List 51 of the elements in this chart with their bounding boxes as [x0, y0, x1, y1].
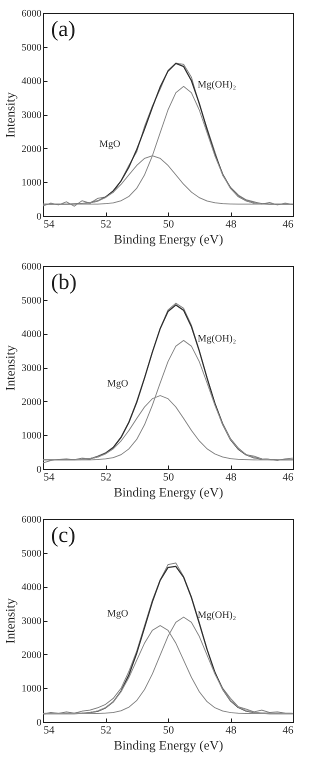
y-tick-label: 4000	[22, 76, 42, 88]
x-tick-label: 46	[282, 472, 294, 484]
y-tick-label: 3000	[22, 363, 42, 374]
y-tick-label: 5000	[22, 548, 42, 560]
y-tick-label: 5000	[22, 42, 42, 54]
y-tick-label: 5000	[22, 295, 42, 306]
y-tick-label: 0	[36, 718, 42, 728]
x-axis-title: Binding Energy (eV)	[114, 738, 224, 752]
text: MgO	[107, 608, 128, 620]
x-tick-label: 48	[226, 218, 237, 230]
x-tick-label: 54	[44, 724, 55, 736]
y-axis-title: Intensity	[2, 598, 18, 644]
annotation: (c)	[51, 522, 76, 547]
x-tick-label: 50	[163, 218, 174, 230]
y-tick-label: 4000	[22, 329, 42, 340]
series-label: Mg(OH)₂	[198, 333, 236, 344]
text: MgO	[107, 378, 128, 390]
x-tick-label: 46	[282, 218, 294, 230]
series-label: Mg(OH)₂	[198, 79, 236, 90]
y-tick-label: 6000	[22, 514, 42, 526]
annotation: (a)	[51, 16, 76, 41]
y-axis-title: Intensity	[2, 92, 18, 138]
x-tick-label: 54	[44, 472, 55, 484]
x-tick-label: 50	[163, 724, 174, 736]
y-tick-label: 6000	[22, 8, 42, 20]
x-axis-title: Binding Energy (eV)	[114, 232, 224, 246]
x-tick-label: 48	[226, 724, 237, 736]
y-tick-label: 2000	[22, 144, 42, 155]
y-tick-label: 1000	[22, 430, 42, 442]
y-axis-title: Intensity	[2, 344, 18, 391]
y-tick-label: 2000	[22, 396, 42, 408]
x-axis-title: Binding Energy (eV)	[114, 484, 224, 500]
x-tick-label: 50	[163, 472, 174, 484]
y-tick-label: 4000	[22, 582, 42, 594]
y-tick-label: 3000	[22, 110, 42, 121]
x-tick-label: 46	[282, 724, 294, 736]
x-tick-label: 48	[226, 472, 237, 484]
x-tick-label: 52	[100, 218, 112, 230]
x-tick-label: 54	[44, 218, 55, 230]
y-tick-label: 1000	[22, 178, 42, 189]
x-tick-label: 52	[100, 724, 112, 736]
y-tick-label: 0	[36, 212, 42, 222]
y-tick-label: 2000	[22, 650, 42, 661]
y-tick-label: 6000	[22, 262, 42, 272]
x-tick-label: 52	[100, 472, 112, 484]
y-tick-label: 1000	[22, 684, 42, 695]
y-tick-label: 0	[36, 464, 42, 476]
y-tick-label: 3000	[22, 616, 42, 627]
text: MgO	[99, 138, 120, 150]
series-label: Mg(OH)₂	[198, 610, 236, 622]
annotation: (b)	[51, 269, 77, 294]
